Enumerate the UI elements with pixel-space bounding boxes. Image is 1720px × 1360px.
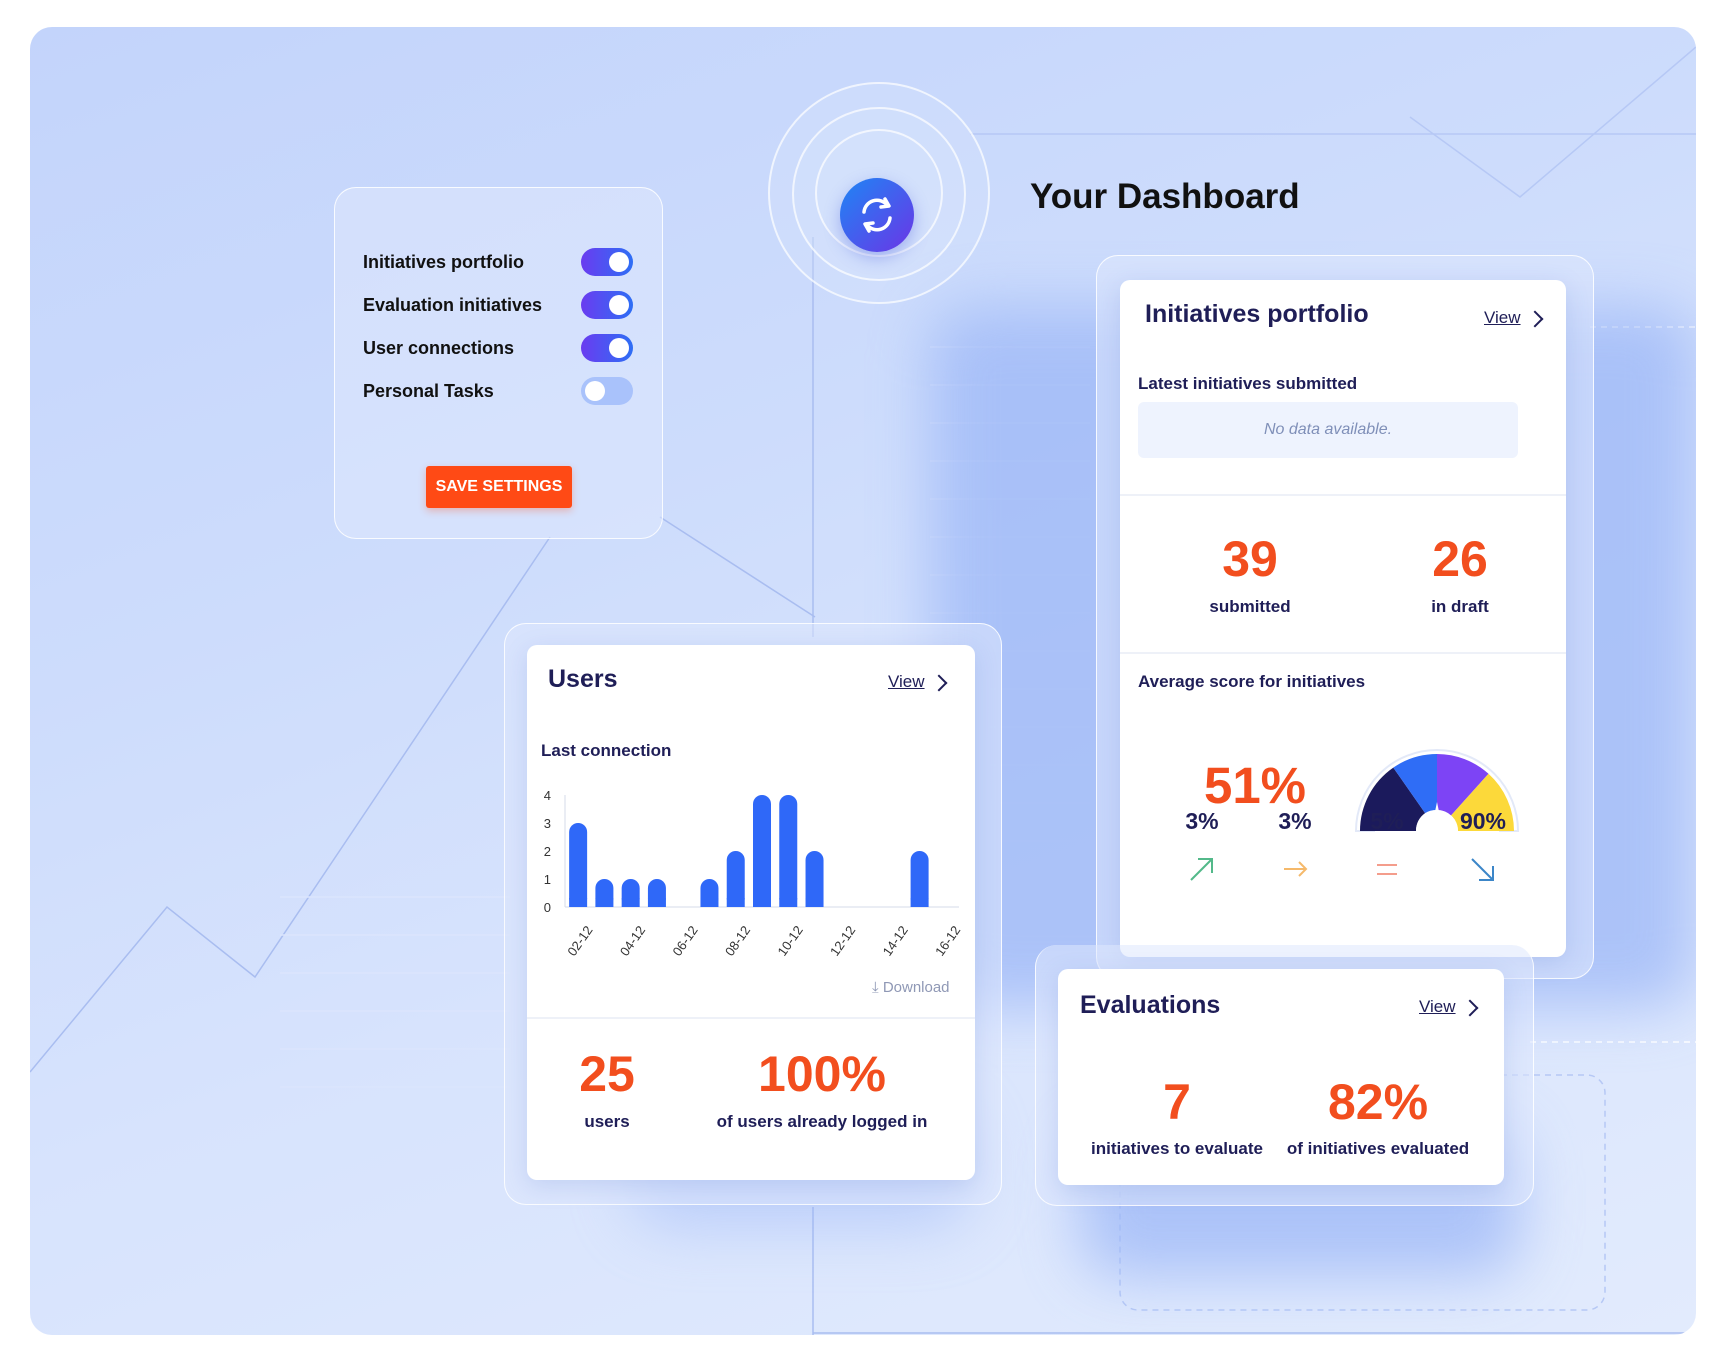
y-tick-label: 0 bbox=[544, 900, 551, 915]
chart-bar-base bbox=[753, 898, 771, 907]
average-score-label: Average score for initiatives bbox=[1138, 672, 1366, 691]
chart-bar-base bbox=[779, 898, 798, 907]
gauge-segment-2 bbox=[1393, 754, 1437, 814]
initiatives-card: Initiatives portfolio View Latest initia… bbox=[1120, 280, 1566, 957]
setting-row-user-connections: User connections bbox=[363, 334, 633, 364]
setting-label: User connections bbox=[363, 338, 515, 358]
initiatives-view-link[interactable]: View bbox=[1484, 308, 1521, 327]
x-tick-label: 06-12 bbox=[669, 923, 700, 959]
chart-bar-base bbox=[569, 898, 588, 907]
y-tick-label: 4 bbox=[544, 788, 551, 803]
arrow-down-right-icon bbox=[1471, 858, 1494, 881]
users-title: Users bbox=[548, 665, 618, 693]
chart-bar-base bbox=[647, 898, 666, 907]
logged-in-label: of users already logged in bbox=[716, 1112, 928, 1131]
x-tick-label: 02-12 bbox=[564, 923, 595, 959]
refresh-icon bbox=[862, 197, 892, 233]
evaluations-view-link[interactable]: View bbox=[1419, 997, 1456, 1016]
equals-icon bbox=[1377, 864, 1397, 875]
x-tick-label: 12-12 bbox=[827, 923, 858, 959]
evaluations-card: Evaluations View 7 initiatives to evalua… bbox=[1058, 969, 1504, 1185]
score-gauge bbox=[1354, 749, 1520, 832]
submitted-label: submitted bbox=[1209, 597, 1291, 616]
chart-bar bbox=[753, 795, 771, 907]
x-tick-label: 04-12 bbox=[617, 923, 648, 959]
chart-bar-base bbox=[621, 898, 640, 907]
trend-equal-value: 5% bbox=[1370, 808, 1404, 834]
chart-title: Last connection bbox=[541, 741, 672, 760]
last-connection-chart: 0 1 2 3 4 02-12 04-12 06-12 08-12 10-12 12-12 14-12… bbox=[544, 788, 964, 959]
trend-up-value: 3% bbox=[1185, 808, 1219, 834]
divider bbox=[1120, 652, 1566, 654]
chart-bar bbox=[910, 851, 929, 907]
setting-label: Evaluation initiatives bbox=[363, 295, 543, 315]
no-data-message: No data available. bbox=[1138, 402, 1518, 458]
page-title: Your Dashboard bbox=[1030, 177, 1300, 216]
chart-bar-base bbox=[726, 898, 745, 907]
save-settings-button[interactable]: SAVE SETTINGS bbox=[426, 466, 572, 508]
gauge-segment-3 bbox=[1437, 754, 1489, 816]
chart-bar bbox=[805, 851, 824, 907]
draft-count: 26 bbox=[1432, 531, 1488, 587]
setting-label: Initiatives portfolio bbox=[363, 252, 525, 272]
x-tick-label: 16-12 bbox=[932, 923, 963, 959]
trend-down-value: 90% bbox=[1459, 808, 1507, 834]
chart-bar-base bbox=[805, 898, 824, 907]
to-evaluate-label: initiatives to evaluate bbox=[1091, 1139, 1263, 1158]
users-view-link[interactable]: View bbox=[888, 672, 925, 691]
average-score-value: 51% bbox=[1203, 757, 1307, 814]
user-connections-toggle[interactable] bbox=[581, 334, 633, 362]
divider bbox=[527, 1017, 975, 1019]
sync-button[interactable] bbox=[840, 178, 914, 252]
evaluated-label: of initiatives evaluated bbox=[1286, 1139, 1470, 1158]
latest-initiatives-label: Latest initiatives submitted bbox=[1138, 374, 1358, 393]
y-tick-label: 3 bbox=[544, 816, 551, 831]
chart-bar bbox=[779, 795, 798, 907]
chart-bar bbox=[569, 823, 588, 907]
trend-right-value: 3% bbox=[1278, 808, 1312, 834]
x-tick-label: 10-12 bbox=[774, 923, 805, 959]
y-tick-label: 2 bbox=[544, 844, 551, 859]
initiatives-portfolio-toggle[interactable] bbox=[581, 248, 633, 276]
y-tick-label: 1 bbox=[544, 872, 551, 887]
evaluated-percent: 82% bbox=[1327, 1074, 1429, 1130]
chart-bar-base bbox=[910, 898, 929, 907]
x-tick-label: 14-12 bbox=[880, 923, 911, 959]
setting-label: Personal Tasks bbox=[363, 381, 494, 401]
logged-in-percent: 100% bbox=[758, 1046, 886, 1102]
chart-bar-base bbox=[700, 898, 719, 907]
dashboard-illustration: Your Dashboard Initiatives portfolio Eva… bbox=[30, 27, 1696, 1335]
evaluation-initiatives-toggle[interactable] bbox=[581, 291, 633, 319]
download-link[interactable]: ⤓ Download bbox=[872, 979, 950, 996]
x-tick-label: 08-12 bbox=[722, 923, 753, 959]
users-count: 25 bbox=[579, 1046, 635, 1102]
evaluations-title: Evaluations bbox=[1080, 991, 1221, 1019]
initiatives-title: Initiatives portfolio bbox=[1145, 300, 1369, 328]
submitted-count: 39 bbox=[1222, 531, 1278, 587]
to-evaluate-count: 7 bbox=[1163, 1074, 1191, 1130]
download-label: Download bbox=[882, 979, 950, 996]
users-label: users bbox=[584, 1112, 630, 1131]
gauge-segment-4 bbox=[1451, 773, 1514, 831]
chevron-right-icon[interactable] bbox=[930, 674, 948, 692]
chart-bar-base bbox=[595, 898, 614, 907]
download-icon: ⤓ bbox=[872, 979, 879, 996]
chart-bar bbox=[726, 851, 745, 907]
setting-row-personal-tasks: Personal Tasks bbox=[363, 377, 633, 407]
personal-tasks-toggle[interactable] bbox=[581, 377, 633, 405]
divider bbox=[1120, 494, 1566, 496]
chevron-right-icon[interactable] bbox=[1461, 999, 1479, 1017]
setting-row-evaluation-initiatives: Evaluation initiatives bbox=[363, 291, 633, 321]
gauge-segment-1 bbox=[1360, 767, 1426, 831]
draft-label: in draft bbox=[1431, 597, 1489, 616]
arrow-right-icon bbox=[1284, 861, 1308, 877]
settings-panel: Initiatives portfolio Evaluation initiat… bbox=[334, 187, 663, 539]
users-card: Users View Last connection 0 1 2 3 4 02-12 04-… bbox=[527, 645, 975, 1180]
chevron-right-icon[interactable] bbox=[1526, 310, 1544, 328]
arrow-up-right-icon bbox=[1190, 858, 1213, 881]
setting-row-initiatives-portfolio: Initiatives portfolio bbox=[363, 248, 633, 278]
